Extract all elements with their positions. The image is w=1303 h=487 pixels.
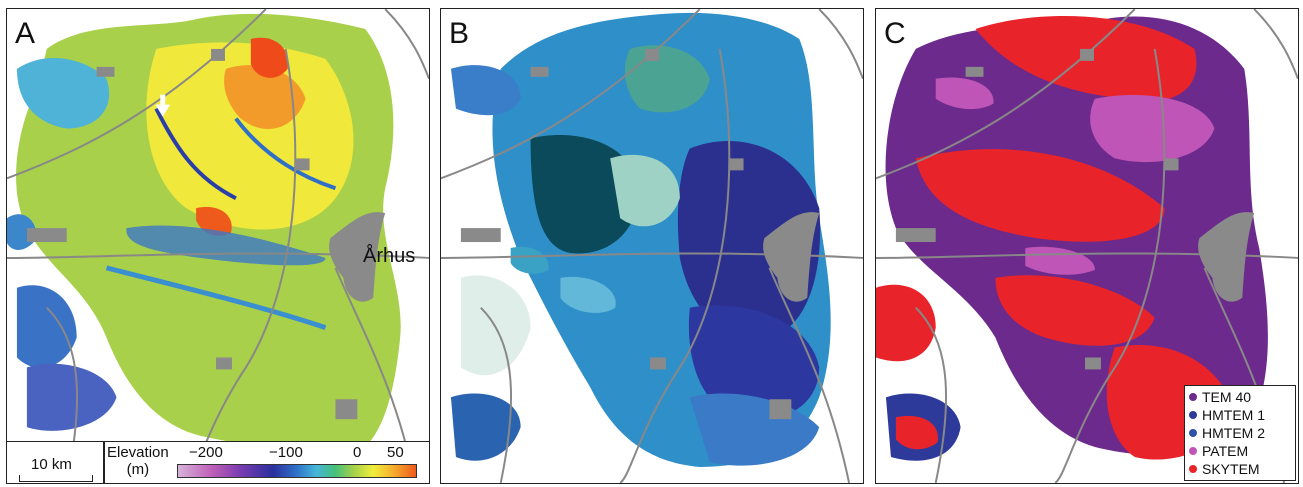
legend-label: HMTEM 1	[1202, 407, 1265, 423]
scale-bar	[19, 475, 93, 482]
legend-label: HMTEM 2	[1202, 425, 1265, 441]
scale-and-colorbar: 10 km Elevation (m) −200 −100 0 50	[7, 441, 429, 484]
elevation-colorbar	[177, 464, 417, 478]
colorbar-tick-label: 0	[353, 444, 361, 461]
panel-label-a: A	[15, 17, 35, 51]
colorbar-tick-label: −100	[269, 444, 303, 461]
panel-a-elevation-map: A Århus 10 km Elevation (m) −200 −100 0 …	[6, 8, 430, 484]
survey-systems-legend: TEM 40 HMTEM 1 HMTEM 2 PATEM SKYTEM	[1184, 385, 1296, 481]
legend-label: SKYTEM	[1202, 461, 1260, 477]
legend-dot	[1189, 447, 1197, 455]
panel-label-c: C	[884, 17, 906, 51]
legend-dot	[1189, 411, 1197, 419]
divider	[103, 442, 105, 484]
legend-item: SKYTEM	[1189, 460, 1291, 478]
legend-dot	[1189, 393, 1197, 401]
colorbar-tick-label: 50	[387, 444, 404, 461]
legend-item: PATEM	[1189, 442, 1291, 460]
legend-item: HMTEM 1	[1189, 406, 1291, 424]
panel-c-systems-map: C TEM 40 HMTEM 1 HMTEM 2 PATEM SKYTEM	[875, 8, 1299, 484]
panel-b-survey-map: B	[440, 8, 864, 484]
elevation-title-line1: Elevation	[107, 444, 169, 461]
legend-label: TEM 40	[1202, 389, 1251, 405]
legend-item: TEM 40	[1189, 388, 1291, 406]
survey-blocks-map-image	[441, 9, 863, 483]
legend-dot	[1189, 429, 1197, 437]
colorbar-tick-label: −200	[189, 444, 223, 461]
elevation-title: Elevation (m)	[107, 444, 169, 478]
legend-label: PATEM	[1202, 443, 1248, 459]
legend-dot	[1189, 465, 1197, 473]
legend-item: HMTEM 2	[1189, 424, 1291, 442]
panel-label-b: B	[449, 17, 469, 51]
scale-bar-label: 10 km	[31, 456, 72, 473]
elevation-title-line2: (m)	[107, 461, 169, 478]
city-label-arhus: Århus	[363, 245, 415, 268]
